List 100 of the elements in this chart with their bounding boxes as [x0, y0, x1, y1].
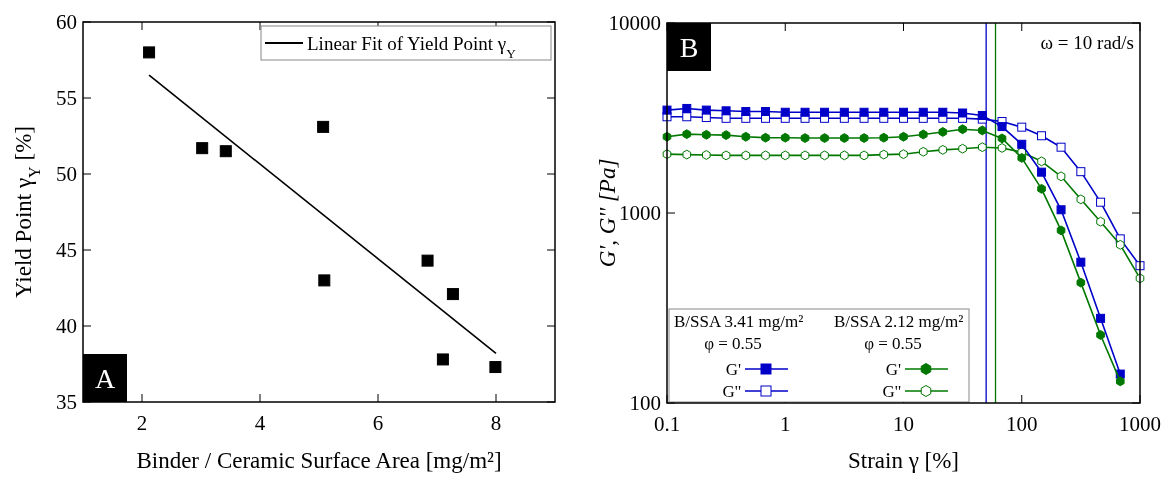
point [780, 150, 790, 161]
point [1076, 167, 1086, 177]
point [879, 149, 889, 160]
point [436, 353, 449, 366]
point [682, 149, 692, 160]
x-tick-label: 2 [136, 411, 148, 435]
point [741, 107, 751, 117]
point [761, 150, 770, 161]
point [918, 146, 928, 157]
y-tick-label: 10000 [608, 11, 661, 35]
point [918, 107, 928, 117]
point [682, 129, 692, 140]
point [721, 113, 731, 123]
point [702, 129, 711, 140]
point [899, 107, 908, 117]
point [899, 149, 908, 160]
point [958, 143, 967, 154]
point [489, 361, 502, 374]
point [317, 120, 330, 133]
point [1056, 142, 1066, 152]
point [840, 150, 849, 161]
point [741, 150, 751, 161]
point [780, 132, 790, 143]
point [1037, 167, 1047, 177]
x-tick-label: 0.1 [653, 412, 681, 436]
point [721, 150, 731, 161]
point [1096, 313, 1106, 323]
point [1017, 122, 1027, 132]
point [800, 107, 810, 117]
point [1076, 194, 1086, 205]
point [1076, 257, 1086, 267]
point [820, 107, 830, 117]
point [1096, 197, 1106, 207]
point [840, 133, 849, 143]
point [318, 274, 331, 287]
legend-label: G' [725, 360, 741, 379]
point [938, 144, 948, 155]
y-tick-label: 40 [56, 314, 77, 338]
point [721, 106, 731, 116]
x-tick-label: 100 [1006, 412, 1038, 436]
y-tick-label: 1000 [619, 201, 661, 225]
y-tick-label: 60 [56, 10, 77, 34]
point [938, 127, 948, 137]
point [879, 107, 889, 117]
point [421, 254, 434, 267]
point [899, 131, 908, 142]
point [741, 131, 751, 142]
point [820, 150, 829, 161]
annotation: B [679, 32, 699, 63]
legend-label: G' [885, 360, 901, 379]
y-tick-label: 45 [56, 238, 77, 262]
point [702, 150, 711, 160]
annotation: ω = 10 rad/s [1040, 32, 1134, 53]
annotation: B/SSA 2.12 mg/m² [834, 312, 964, 331]
point [978, 125, 987, 136]
point [143, 46, 156, 59]
x-tick-label: 6 [372, 411, 384, 435]
point [1056, 205, 1066, 215]
point [918, 129, 928, 140]
annotation: B/SSA 3.41 mg/m² [674, 312, 804, 331]
point [1037, 183, 1046, 194]
point [1037, 131, 1047, 141]
point [1096, 330, 1105, 340]
point [879, 132, 889, 143]
y-axis-title: G', G'' [Pa] [595, 158, 620, 268]
point [997, 133, 1007, 144]
point [800, 133, 810, 143]
annotation: φ = 0.55 [864, 334, 922, 353]
point [977, 110, 987, 120]
x-axis-title: Strain γ [%] [847, 448, 960, 473]
legend-label: G'' [722, 382, 741, 401]
x-tick-label: 1000 [1119, 412, 1161, 436]
point [1096, 216, 1105, 227]
point [978, 142, 987, 153]
legend-label: Linear Fit of Yield Point γ$_{Y}$ [307, 33, 517, 61]
point [1056, 225, 1066, 236]
point [1076, 277, 1086, 288]
point [1017, 139, 1027, 149]
x-tick-label: 1 [780, 412, 791, 436]
point [958, 108, 968, 118]
point [958, 124, 967, 135]
point [839, 107, 849, 117]
y-tick-label: 100 [629, 391, 661, 415]
point [446, 288, 459, 301]
point [938, 107, 948, 117]
point [761, 107, 771, 117]
point [682, 112, 692, 122]
point [721, 130, 731, 141]
point [820, 133, 829, 143]
legend-label: G'' [882, 382, 901, 401]
point [1037, 156, 1046, 167]
point [219, 145, 232, 158]
point [997, 143, 1007, 153]
x-tick-label: 4 [254, 411, 266, 435]
point [1056, 171, 1066, 182]
y-tick-label: 35 [56, 390, 77, 414]
y-tick-label: 55 [56, 86, 77, 110]
point [859, 107, 869, 117]
point [761, 132, 770, 143]
point [1115, 239, 1125, 250]
